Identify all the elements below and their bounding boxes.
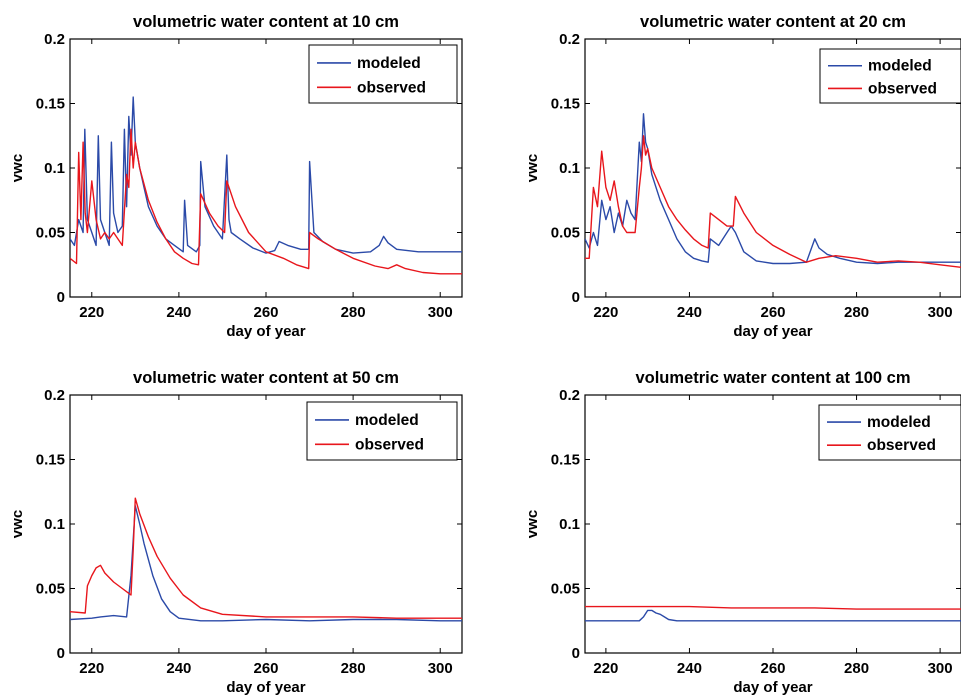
x-tick-label: 280 — [844, 304, 869, 321]
legend-box — [306, 401, 458, 461]
chart-panel-3: 220 240 260 280 300 0 0.05 0.1 0.15 0.2 volumetric… — [9, 369, 463, 696]
x-tick-label: 260 — [760, 660, 785, 677]
y-tick-label: 0.05 — [551, 225, 580, 242]
chart-title: volumetric water content at 10 cm — [133, 13, 399, 31]
series-line-observed — [585, 135, 961, 268]
chart-panel-4: 220 240 260 280 300 0 0.05 0.1 0.15 0.2 volumetric… — [524, 369, 961, 696]
y-tick-label: 0.2 — [44, 387, 65, 404]
legend: modeled observed — [306, 401, 458, 461]
series-line-modeled — [70, 505, 462, 622]
y-tick-label: 0.1 — [559, 160, 580, 177]
legend: modeled observed — [818, 404, 961, 461]
x-tick-label: 240 — [166, 660, 191, 677]
x-tick-label: 300 — [928, 304, 953, 321]
series-line-modeled — [585, 609, 961, 622]
series-line-observed — [585, 605, 961, 610]
y-axis-label: vwc — [524, 154, 541, 182]
x-tick-label: 280 — [341, 304, 366, 321]
x-tick-label: 300 — [428, 660, 453, 677]
y-tick-label: 0.15 — [36, 452, 65, 469]
y-tick-label: 0.1 — [559, 516, 580, 533]
chart-panel-2: 220 240 260 280 300 0 0.05 0.1 0.15 0.2 volumetric… — [524, 13, 961, 340]
x-tick-label: 240 — [166, 304, 191, 321]
series-line-observed — [70, 497, 462, 619]
y-axis-label: vwc — [524, 510, 541, 538]
legend-label-modeled: modeled — [355, 412, 419, 429]
x-tick-label: 220 — [593, 304, 618, 321]
x-tick-label: 280 — [844, 660, 869, 677]
x-tick-label: 300 — [428, 304, 453, 321]
y-tick-label: 0.15 — [36, 96, 65, 113]
legend-label-observed: observed — [868, 80, 937, 97]
y-tick-label: 0.2 — [44, 31, 65, 48]
x-tick-label: 240 — [677, 660, 702, 677]
x-axis-label: day of year — [733, 679, 812, 696]
legend-label-observed: observed — [355, 436, 424, 453]
chart-title: volumetric water content at 100 cm — [635, 369, 910, 387]
series-line-observed — [70, 128, 462, 275]
legend-box — [819, 48, 961, 104]
x-tick-label: 240 — [677, 304, 702, 321]
legend: modeled observed — [308, 44, 458, 104]
legend-label-observed: observed — [867, 437, 936, 454]
legend-box — [308, 44, 458, 104]
y-tick-label: 0 — [57, 289, 65, 306]
legend-label-modeled: modeled — [868, 58, 932, 75]
legend-box — [818, 404, 961, 461]
x-tick-label: 260 — [253, 660, 278, 677]
chart-title: volumetric water content at 50 cm — [133, 369, 399, 387]
x-tick-label: 220 — [79, 304, 104, 321]
y-tick-label: 0.15 — [551, 452, 580, 469]
x-axis-label: day of year — [733, 323, 812, 340]
y-axis-label: vwc — [9, 510, 26, 538]
legend-label-modeled: modeled — [357, 55, 421, 72]
y-tick-label: 0.2 — [559, 387, 580, 404]
x-tick-label: 260 — [760, 304, 785, 321]
y-tick-label: 0 — [57, 645, 65, 662]
legend-label-observed: observed — [357, 79, 426, 96]
y-tick-label: 0.1 — [44, 516, 65, 533]
y-tick-label: 0.2 — [559, 31, 580, 48]
chart-title: volumetric water content at 20 cm — [640, 13, 906, 31]
y-tick-label: 0.05 — [551, 581, 580, 598]
y-tick-label: 0 — [572, 645, 580, 662]
x-axis-label: day of year — [226, 323, 305, 340]
x-axis-label: day of year — [226, 679, 305, 696]
y-tick-label: 0.05 — [36, 225, 65, 242]
chart-panel-1: 220 240 260 280 300 0 0.05 0.1 0.15 0.2 volumetric… — [9, 13, 463, 340]
x-tick-label: 220 — [79, 660, 104, 677]
x-tick-label: 280 — [341, 660, 366, 677]
y-axis-label: vwc — [9, 154, 26, 182]
x-tick-label: 220 — [593, 660, 618, 677]
x-tick-label: 260 — [253, 304, 278, 321]
y-tick-label: 0 — [572, 289, 580, 306]
legend-label-modeled: modeled — [867, 414, 931, 431]
series-line-modeled — [585, 113, 961, 265]
y-tick-label: 0.1 — [44, 160, 65, 177]
y-tick-label: 0.05 — [36, 581, 65, 598]
legend: modeled observed — [819, 48, 961, 104]
x-tick-label: 300 — [928, 660, 953, 677]
y-tick-label: 0.15 — [551, 96, 580, 113]
